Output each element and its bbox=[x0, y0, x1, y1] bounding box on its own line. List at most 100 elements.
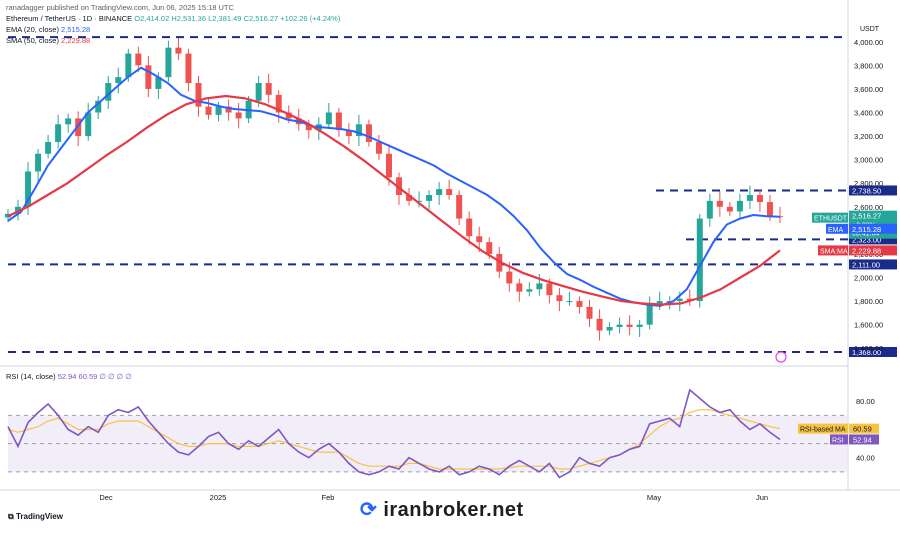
level-tag-label: 2,738.50 bbox=[852, 186, 881, 195]
candle-body bbox=[506, 271, 513, 284]
candle-body bbox=[766, 202, 773, 217]
candle-body bbox=[526, 289, 533, 292]
price-tick-label: 4,000.00 bbox=[854, 38, 883, 47]
ema-price-tag bbox=[849, 223, 897, 234]
candle-body bbox=[586, 306, 593, 319]
candle-body bbox=[65, 118, 72, 125]
price-tick-label: 3,600.00 bbox=[854, 85, 883, 94]
candle-body bbox=[726, 206, 733, 212]
ethusdt-symbol-tag bbox=[812, 212, 848, 223]
candle-body bbox=[716, 200, 723, 207]
price-tick-label: 2,600.00 bbox=[854, 203, 883, 212]
ethusdt-symbol-label: ETHUSDT bbox=[814, 216, 848, 223]
candle-body bbox=[195, 83, 202, 107]
candle-body bbox=[275, 94, 282, 113]
currency-label: USDT bbox=[860, 26, 880, 33]
candle-body bbox=[135, 53, 142, 66]
candle-body bbox=[155, 77, 162, 89]
candle-body bbox=[95, 100, 102, 113]
ema-legend[interactable]: EMA (20, close) 2,515.28 bbox=[6, 25, 90, 34]
candle-body bbox=[566, 301, 573, 303]
candle-body bbox=[365, 124, 372, 142]
candle-body bbox=[466, 218, 473, 237]
rsi-tick-label: 40.00 bbox=[856, 454, 875, 463]
candle-body bbox=[696, 218, 703, 302]
candle-body bbox=[446, 189, 453, 195]
candle-body bbox=[496, 253, 503, 272]
tradingview-logo[interactable]: ⧉ TradingView bbox=[8, 512, 63, 522]
candle-body bbox=[75, 118, 82, 137]
sma-name-label: SMA:MA bbox=[820, 248, 848, 255]
level-tag-bg bbox=[849, 185, 897, 196]
event-marker-icon bbox=[775, 351, 787, 363]
ohlc-high: H2,531.36 bbox=[171, 14, 206, 23]
rsi-legend[interactable]: RSI (14, close) 52.94 60.59 ∅ ∅ ∅ ∅ bbox=[6, 372, 132, 381]
level-tag-bg bbox=[849, 234, 897, 245]
brand-watermark: ⟳ iranbroker.net bbox=[360, 497, 524, 522]
candle-body bbox=[736, 200, 743, 212]
candle-body bbox=[45, 141, 52, 154]
price-tick-label: 1,600.00 bbox=[854, 321, 883, 330]
candle-body bbox=[325, 112, 332, 125]
rsi-name-label: RSI bbox=[832, 437, 844, 444]
rsi-ma-name-tag bbox=[798, 423, 848, 434]
rsi-ma-value-tag bbox=[849, 423, 879, 434]
candle-body bbox=[125, 53, 132, 78]
brand-logo-icon: ⟳ bbox=[360, 499, 378, 521]
candle-body bbox=[225, 106, 232, 113]
price-tick-label: 3,400.00 bbox=[854, 109, 883, 118]
candle-body bbox=[35, 153, 42, 172]
rsi-name-tag bbox=[830, 434, 848, 445]
price-tick-label: 2,800.00 bbox=[854, 179, 883, 188]
ema-legend-value: 2,515.28 bbox=[61, 25, 91, 34]
rsi-ma-value-label: 60.59 bbox=[853, 425, 872, 434]
price-tick-label: 1,800.00 bbox=[854, 297, 883, 306]
candle-body bbox=[476, 236, 483, 243]
candle-body bbox=[416, 200, 423, 202]
candle-body bbox=[385, 153, 392, 178]
candle-body bbox=[616, 324, 623, 327]
price-tick-label: 3,800.00 bbox=[854, 61, 883, 70]
ema-legend-label: EMA (20, close) bbox=[6, 25, 59, 34]
candle-body bbox=[576, 301, 583, 307]
sma-legend[interactable]: SMA (50, close) 2,229.88 bbox=[6, 36, 90, 45]
price-tick-label: 1,400.00 bbox=[854, 344, 883, 353]
candle-body bbox=[546, 283, 553, 296]
candle-body bbox=[426, 195, 433, 201]
candle-body bbox=[436, 189, 443, 195]
ethusdt-price-value: 2,516.27 bbox=[852, 212, 881, 221]
time-tick-label: Feb bbox=[322, 493, 335, 502]
candle-body bbox=[265, 83, 272, 95]
candle-body bbox=[335, 112, 342, 131]
candle-body bbox=[596, 318, 603, 331]
ema-name-tag bbox=[826, 223, 848, 234]
rsi-legend-label: RSI (14, close) bbox=[6, 372, 56, 381]
sma-legend-value: 2,229.88 bbox=[61, 36, 91, 45]
candle-body bbox=[516, 283, 523, 292]
publisher-line: ranadagger published on TradingView.com,… bbox=[6, 3, 234, 12]
candle-body bbox=[746, 195, 753, 201]
candle-body bbox=[185, 53, 192, 84]
candle-body bbox=[646, 303, 653, 325]
time-tick-label: 2025 bbox=[210, 493, 227, 502]
candle-body bbox=[255, 83, 262, 101]
candle-body bbox=[215, 106, 222, 115]
level-tag-label: 2,323.00 bbox=[852, 235, 881, 244]
symbol-header: Ethereum / TetherUS · 1D · BINANCE O2,41… bbox=[6, 14, 340, 23]
sma-price-tag bbox=[849, 245, 897, 256]
ohlc-change: +102.26 (+4.24%) bbox=[280, 14, 341, 23]
price-tick-label: 3,000.00 bbox=[854, 156, 883, 165]
ema-name-label: EMA bbox=[828, 227, 844, 234]
candle-body bbox=[756, 195, 763, 203]
sma-name-tag bbox=[818, 245, 848, 256]
symbol-title: Ethereum / TetherUS · 1D · BINANCE bbox=[6, 14, 133, 23]
candle-body bbox=[636, 324, 643, 327]
candle-body bbox=[305, 124, 312, 131]
tradingview-logo-icon: ⧉ bbox=[8, 512, 14, 521]
tradingview-logo-text: TradingView bbox=[15, 512, 63, 521]
price-tick-label: 3,200.00 bbox=[854, 132, 883, 141]
ohlc-close: C2,516.27 bbox=[243, 14, 279, 23]
candle-body bbox=[145, 65, 152, 89]
candle-body bbox=[676, 298, 683, 302]
